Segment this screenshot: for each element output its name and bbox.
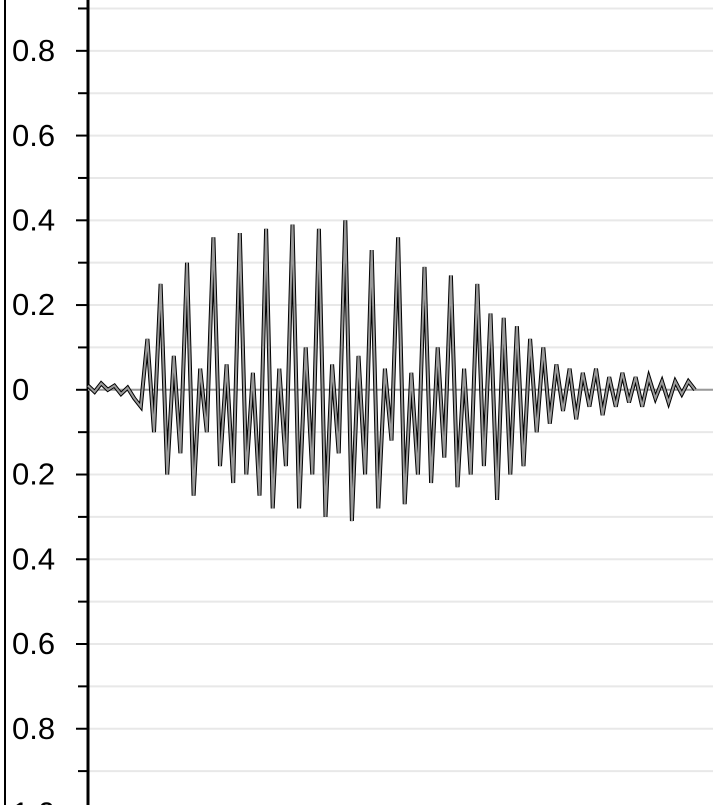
y-tick-label: 1.0 <box>12 796 55 805</box>
y-tick-label: 0.8 <box>12 33 55 68</box>
y-tick-label: 0.2 <box>12 457 55 492</box>
y-tick-label: 0.4 <box>12 541 55 576</box>
y-tick-label: 0.6 <box>12 626 55 661</box>
y-tick-label: 0.8 <box>12 711 55 746</box>
y-tick-label: 0.2 <box>12 287 55 322</box>
waveform <box>87 220 696 522</box>
y-tick-label: 0.6 <box>12 118 55 153</box>
y-tick-label: 0.4 <box>12 203 55 238</box>
waveform-edge <box>86 220 697 522</box>
y-tick-label: 0 <box>12 372 29 407</box>
